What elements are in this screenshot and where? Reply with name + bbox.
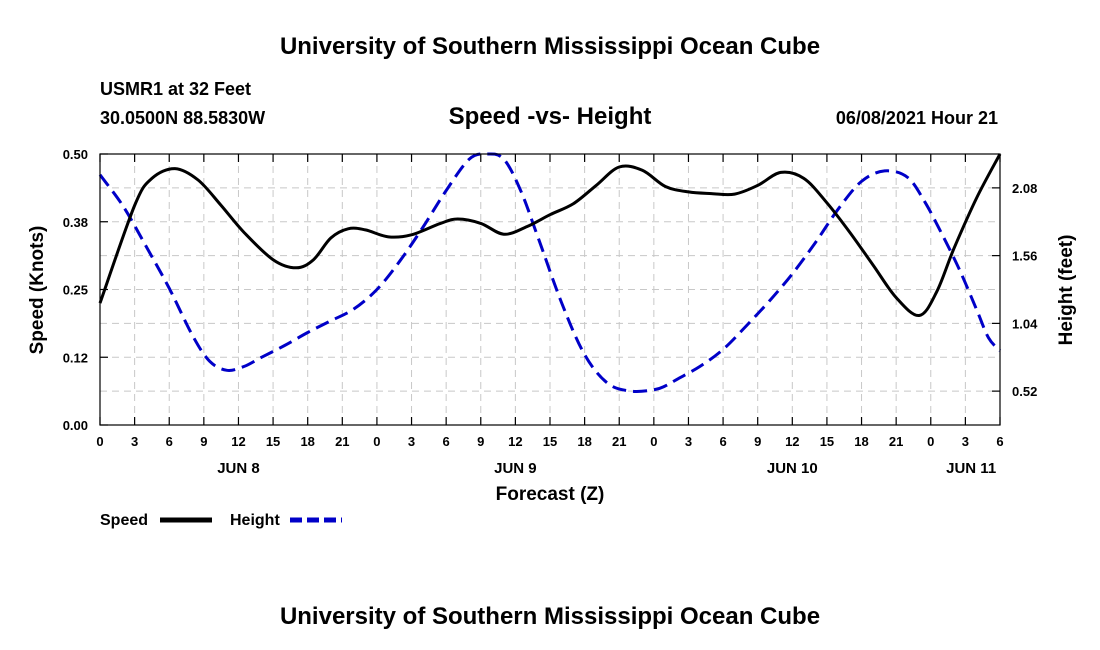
- x-tick-label: 12: [785, 434, 799, 449]
- legend: Speed Height: [100, 512, 342, 529]
- x-tick-label: 18: [854, 434, 868, 449]
- x-tick-label: 21: [889, 434, 903, 449]
- x-tick-label: 0: [927, 434, 934, 449]
- x-tick-label: 6: [996, 434, 1003, 449]
- height-series-line: [98, 152, 1002, 393]
- grid-lines: [100, 154, 1000, 425]
- x-tick-label: 9: [200, 434, 207, 449]
- x-tick-label: 9: [754, 434, 761, 449]
- day-label: JUN 9: [494, 460, 537, 477]
- series-lines: [98, 152, 1002, 393]
- legend-height-label: Height: [230, 512, 280, 529]
- right-tick-label: 0.52: [1012, 384, 1037, 399]
- day-label: JUN 11: [946, 460, 996, 477]
- chart-subtitle: Speed -vs- Height: [449, 103, 652, 130]
- location-label: 30.0500N 88.5830W: [100, 108, 265, 128]
- x-tick-label: 12: [231, 434, 245, 449]
- x-tick-label: 21: [612, 434, 626, 449]
- x-tick-label: 15: [543, 434, 557, 449]
- left-tick-label: 0.50: [63, 147, 88, 162]
- x-tick-label: 6: [719, 434, 726, 449]
- x-tick-label: 0: [373, 434, 380, 449]
- x-tick-label: 3: [408, 434, 415, 449]
- left-tick-label: 0.38: [63, 215, 88, 230]
- x-tick-label: 3: [962, 434, 969, 449]
- datetime-label: 06/08/2021 Hour 21: [836, 108, 998, 128]
- x-tick-label: 15: [820, 434, 834, 449]
- chart-title: University of Southern Mississippi Ocean…: [280, 33, 820, 60]
- x-tick-label: 0: [96, 434, 103, 449]
- right-axis-label: Height (feet): [1056, 235, 1077, 346]
- x-tick-label: 18: [577, 434, 591, 449]
- x-axis-label: Forecast (Z): [496, 484, 605, 505]
- x-tick-label: 3: [131, 434, 138, 449]
- x-tick-label: 6: [166, 434, 173, 449]
- x-tick-label: 0: [650, 434, 657, 449]
- left-tick-label: 0.12: [63, 350, 88, 365]
- x-tick-label: 12: [508, 434, 522, 449]
- axis-ticks: 0 3 6 9 12 15 18 21 0 3 6 9 12 15 18 21 0 3 6 9 12 15 18 21 0 3 6 0…: [63, 147, 1038, 477]
- right-tick-label: 2.08: [1012, 181, 1037, 196]
- legend-speed-label: Speed: [100, 512, 148, 529]
- right-tick-label: 1.04: [1012, 316, 1038, 331]
- left-tick-label: 0.25: [63, 283, 88, 298]
- left-tick-label: 0.00: [63, 418, 88, 433]
- day-label: JUN 8: [217, 460, 260, 477]
- x-tick-label: 21: [335, 434, 349, 449]
- station-label: USMR1 at 32 Feet: [100, 79, 251, 99]
- x-tick-label: 9: [477, 434, 484, 449]
- right-tick-label: 1.56: [1012, 249, 1037, 264]
- x-tick-label: 15: [266, 434, 280, 449]
- x-tick-label: 6: [443, 434, 450, 449]
- x-tick-label: 3: [685, 434, 692, 449]
- left-axis-label: Speed (Knots): [27, 226, 48, 355]
- speed-series-line: [98, 153, 1002, 317]
- day-label: JUN 10: [767, 460, 818, 477]
- x-tick-label: 18: [300, 434, 314, 449]
- footer-title: University of Southern Mississippi Ocean…: [280, 603, 820, 630]
